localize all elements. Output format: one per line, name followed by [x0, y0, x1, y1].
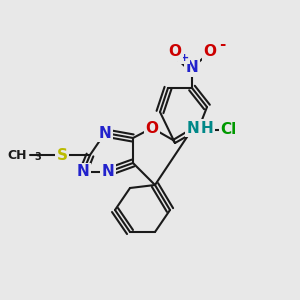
- Text: 3: 3: [34, 152, 41, 162]
- Text: S: S: [56, 148, 68, 163]
- Text: +: +: [179, 53, 189, 63]
- Text: -: -: [219, 37, 225, 52]
- Text: Cl: Cl: [220, 122, 236, 137]
- Text: N: N: [102, 164, 114, 179]
- Text: CH: CH: [8, 148, 27, 161]
- Text: N: N: [186, 61, 198, 76]
- Text: O: O: [203, 44, 217, 59]
- Text: H: H: [201, 121, 213, 136]
- Text: N: N: [76, 164, 89, 179]
- Text: O: O: [146, 121, 158, 136]
- Text: N: N: [99, 125, 111, 140]
- Text: N: N: [187, 121, 200, 136]
- Text: O: O: [169, 44, 182, 59]
